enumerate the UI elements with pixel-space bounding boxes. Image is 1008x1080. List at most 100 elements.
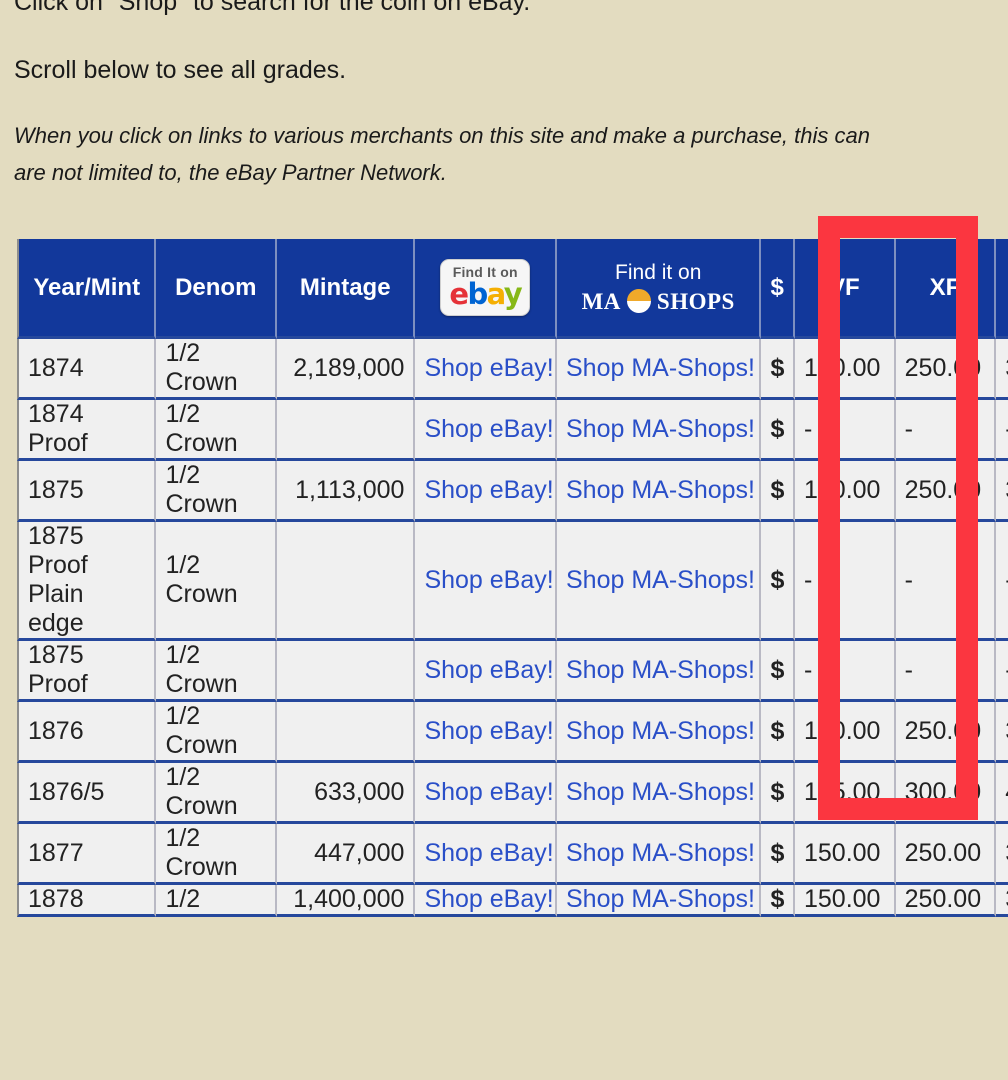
shop-ma-shops-cell-link[interactable]: Shop MA-Shops! (565, 475, 755, 504)
cell-price-xf: - (895, 522, 997, 641)
shop-ma-shops-cell[interactable]: Shop MA-Shops! (556, 824, 762, 885)
cell-denom: 1/2 (156, 885, 278, 917)
ma-shops-wordmark: MA SHOPS (557, 289, 759, 313)
shop-ebay-cell[interactable]: Shop eBay! (415, 641, 557, 702)
ma-text-right: SHOPS (656, 288, 735, 314)
cell-price-vf: 150.00 (794, 702, 896, 763)
ebay-letter-a: a (486, 277, 506, 311)
cell-year-mint: 1875 Proof (17, 641, 157, 702)
cell-price-au50: 300.00 (996, 702, 1008, 763)
ebay-find-it-on-label: Find It on (452, 264, 518, 280)
disclaimer-line-1: When you click on links to various merch… (14, 123, 870, 148)
cell-price-au50: 300.00 (996, 461, 1008, 522)
cell-year-mint: 1874 (17, 339, 157, 400)
shop-ebay-cell[interactable]: Shop eBay! (415, 824, 557, 885)
cell-year-mint: 1876 (17, 702, 157, 763)
cell-mintage: 1,113,000 (277, 461, 416, 522)
table-row: 1875 Proof 1/2 Crown Shop eBay! Shop MA-Sho… (17, 641, 1008, 702)
table-row: 1877 1/2 Crown 447,000 Shop eBay! Shop MA-Sh… (17, 824, 1008, 885)
ebay-letter-e: e (449, 277, 469, 311)
ebay-letter-b: b (467, 277, 488, 311)
shop-ebay-cell[interactable]: Shop eBay! (415, 885, 557, 917)
coin-price-table-wrap: Year/Mint Denom Mintage Find It on ebay … (17, 239, 1008, 917)
shop-ma-shops-cell[interactable]: Shop MA-Shops! (556, 339, 762, 400)
shop-ebay-cell-link[interactable]: Shop eBay! (424, 716, 554, 745)
cell-price-xf: 250.00 (895, 339, 997, 400)
ma-text-left: MA (581, 288, 621, 314)
column-header-grade-vf[interactable]: VF (794, 239, 896, 339)
cell-denom: 1/2 Crown (156, 339, 278, 400)
shop-ebay-cell-link[interactable]: Shop eBay! (424, 838, 554, 867)
shop-ma-shops-cell[interactable]: Shop MA-Shops! (556, 641, 762, 702)
table-row: 1874 1/2 Crown 2,189,000 Shop eBay! Shop MA-… (17, 339, 1008, 400)
shop-ma-shops-cell[interactable]: Shop MA-Shops! (556, 522, 762, 641)
cell-denom: 1/2 Crown (156, 400, 278, 461)
cell-currency-symbol: $ (761, 885, 795, 917)
cell-price-au50: - (996, 522, 1008, 641)
shop-ebay-cell-link[interactable]: Shop eBay! (424, 777, 554, 806)
shop-ma-shops-cell-link[interactable]: Shop MA-Shops! (565, 655, 755, 684)
shop-ebay-cell-link[interactable]: Shop eBay! (424, 885, 554, 913)
cell-price-au50: 300.00 (996, 885, 1008, 917)
shop-ma-shops-cell-link[interactable]: Shop MA-Shops! (565, 885, 755, 913)
column-header-ebay[interactable]: Find It on ebay (415, 239, 557, 339)
cell-denom: 1/2 Crown (156, 702, 278, 763)
cell-denom: 1/2 Crown (156, 522, 278, 641)
shop-ebay-cell[interactable]: Shop eBay! (415, 461, 557, 522)
column-header-ma-shops[interactable]: Find it on MA SHOPS (556, 239, 762, 339)
shop-ebay-cell[interactable]: Shop eBay! (415, 763, 557, 824)
shop-ebay-cell-link[interactable]: Shop eBay! (424, 475, 554, 504)
cell-price-xf: - (895, 400, 997, 461)
cell-mintage: 633,000 (277, 763, 416, 824)
shop-ma-shops-cell-link[interactable]: Shop MA-Shops! (565, 716, 755, 745)
shop-ma-shops-cell[interactable]: Shop MA-Shops! (556, 461, 762, 522)
table-row: 1874 Proof 1/2 Crown Shop eBay! Shop MA-Sho… (17, 400, 1008, 461)
column-header-denom[interactable]: Denom (156, 239, 278, 339)
shop-ma-shops-cell[interactable]: Shop MA-Shops! (556, 763, 762, 824)
ebay-logo-icon: Find It on ebay (440, 259, 531, 316)
column-header-grade-au50[interactable]: 50 (996, 239, 1008, 339)
shop-ebay-cell[interactable]: Shop eBay! (415, 339, 557, 400)
intro-text-block: Click on "Shop" to search for the coin o… (0, 0, 1008, 191)
cell-denom: 1/2 Crown (156, 763, 278, 824)
shop-ma-shops-cell-link[interactable]: Shop MA-Shops! (565, 565, 755, 594)
cell-mintage: 1,400,000 (277, 885, 416, 917)
shop-ma-shops-cell[interactable]: Shop MA-Shops! (556, 400, 762, 461)
table-header-row: Year/Mint Denom Mintage Find It on ebay … (17, 239, 1008, 339)
cell-price-au50: 300.00 (996, 339, 1008, 400)
shop-ebay-cell[interactable]: Shop eBay! (415, 522, 557, 641)
cell-price-xf: - (895, 641, 997, 702)
cell-currency-symbol: $ (761, 522, 795, 641)
table-row: 1876/5 1/2 Crown 633,000 Shop eBay! Shop MA-… (17, 763, 1008, 824)
cell-price-vf: - (794, 400, 896, 461)
cell-mintage (277, 702, 416, 763)
shop-ma-shops-cell-link[interactable]: Shop MA-Shops! (565, 353, 755, 382)
shop-ma-shops-cell[interactable]: Shop MA-Shops! (556, 885, 762, 917)
shop-ma-shops-cell-link[interactable]: Shop MA-Shops! (565, 777, 755, 806)
column-header-mintage[interactable]: Mintage (277, 239, 416, 339)
cell-mintage: 2,189,000 (277, 339, 416, 400)
cell-currency-symbol: $ (761, 400, 795, 461)
cell-currency-symbol: $ (761, 641, 795, 702)
cell-mintage: 447,000 (277, 824, 416, 885)
shop-ebay-cell-link[interactable]: Shop eBay! (424, 565, 554, 594)
cell-price-xf: 250.00 (895, 461, 997, 522)
shop-ebay-cell-link[interactable]: Shop eBay! (424, 414, 554, 443)
shop-ebay-cell[interactable]: Shop eBay! (415, 400, 557, 461)
table-row: 1875 1/2 Crown 1,113,000 Shop eBay! Shop MA-… (17, 461, 1008, 522)
shop-ma-shops-cell-link[interactable]: Shop MA-Shops! (565, 838, 755, 867)
ebay-wordmark: ebay (449, 277, 522, 311)
cell-denom: 1/2 Crown (156, 641, 278, 702)
column-header-year-mint[interactable]: Year/Mint (17, 239, 157, 339)
cell-price-vf: 150.00 (794, 461, 896, 522)
shop-ma-shops-cell-link[interactable]: Shop MA-Shops! (565, 414, 755, 443)
shop-ebay-cell-link[interactable]: Shop eBay! (424, 353, 554, 382)
column-header-grade-xf[interactable]: XF (895, 239, 997, 339)
shop-ebay-cell[interactable]: Shop eBay! (415, 702, 557, 763)
cell-price-au50: 400.00 (996, 763, 1008, 824)
cell-denom: 1/2 Crown (156, 824, 278, 885)
shop-ma-shops-cell[interactable]: Shop MA-Shops! (556, 702, 762, 763)
cell-price-vf: - (794, 522, 896, 641)
cell-price-xf: 300.00 (895, 763, 997, 824)
shop-ebay-cell-link[interactable]: Shop eBay! (424, 655, 554, 684)
